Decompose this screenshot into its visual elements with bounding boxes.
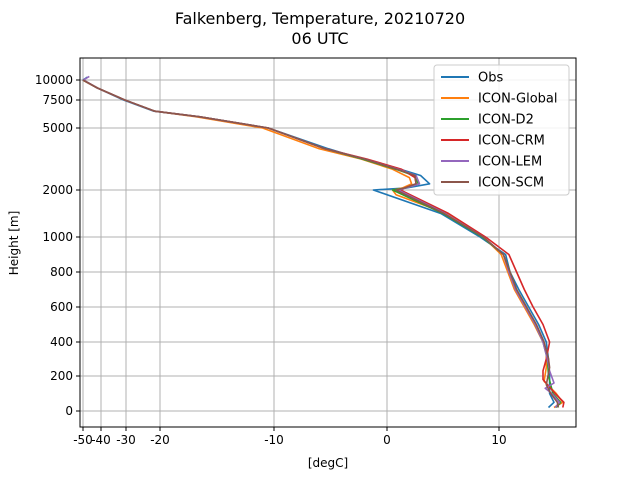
y-axis-ticks: 0 200 400 600 800 1000 2000 5000 7500 10000	[35, 73, 80, 418]
x-axis-label: [degC]	[308, 456, 348, 470]
y-tick-label: 200	[50, 369, 73, 383]
y-tick-label: 7500	[42, 93, 73, 107]
y-tick-label: 600	[50, 300, 73, 314]
legend-label: ICON-D2	[478, 113, 534, 128]
series-line-icon-scm	[82, 79, 560, 408]
x-tick-label: 0	[383, 433, 391, 447]
y-tick-label: 400	[50, 335, 73, 349]
y-axis-label: Height [m]	[7, 211, 21, 276]
x-axis-ticks: -50-40 -30 -20 -10 0 10	[73, 427, 507, 447]
y-tick-label: 0	[65, 404, 73, 418]
chart-subtitle: 06 UTC	[291, 29, 348, 48]
y-tick-label: 800	[50, 265, 73, 279]
x-tick-label: 10	[491, 433, 506, 447]
legend: Obs ICON-Global ICON-D2 ICON-CRM ICON-LEM ICO…	[433, 64, 570, 196]
x-tick-label: -20	[150, 433, 170, 447]
x-tick-label: -10	[264, 433, 284, 447]
y-tick-label: 1000	[42, 230, 73, 244]
series-layer	[82, 75, 565, 409]
legend-label: ICON-SCM	[478, 176, 544, 191]
y-tick-label: 10000	[35, 73, 73, 87]
plot-frame	[79, 57, 577, 428]
legend-label: Obs	[478, 71, 503, 86]
legend-label: ICON-CRM	[478, 134, 545, 149]
legend-label: ICON-LEM	[478, 155, 542, 170]
legend-label: ICON-Global	[478, 92, 558, 107]
y-tick-label: 2000	[42, 183, 73, 197]
x-tick-label: -40	[91, 433, 111, 447]
y-tick-label: 5000	[42, 121, 73, 135]
x-tick-label: -50	[73, 433, 93, 447]
chart-title: Falkenberg, Temperature, 20210720	[175, 9, 465, 28]
x-tick-label: -30	[116, 433, 136, 447]
